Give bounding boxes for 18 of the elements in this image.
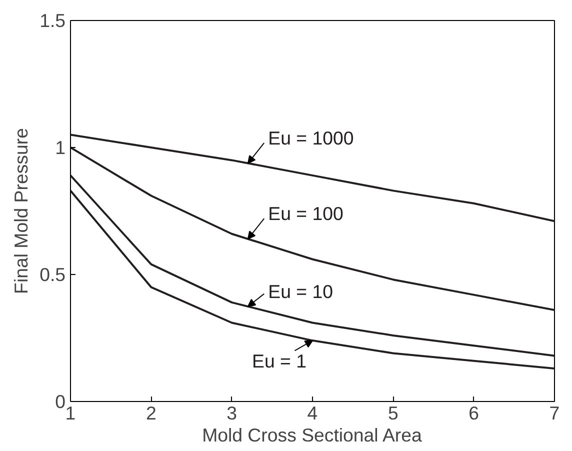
x-tick-label: 2 bbox=[146, 402, 156, 424]
annotation: Eu = 1 bbox=[252, 350, 306, 372]
line-series bbox=[70, 146, 554, 312]
annotation: Eu = 100 bbox=[268, 203, 344, 224]
x-tick-label: 6 bbox=[468, 402, 480, 424]
y-tick-label: 0 bbox=[55, 391, 66, 412]
annotation: Eu = 10 bbox=[268, 280, 333, 302]
y-axis-title: Final Mold Pressure bbox=[10, 128, 32, 294]
y-tick-label: 1.5 bbox=[40, 10, 66, 31]
x-tick-label: 7 bbox=[549, 402, 560, 424]
x-tick-label: 3 bbox=[226, 402, 238, 424]
x-tick-label: 4 bbox=[307, 402, 318, 424]
annotation: Eu = 1000 bbox=[268, 127, 354, 148]
y-tick-label: 1 bbox=[55, 137, 66, 158]
x-axis-title: Mold Cross Sectional Area bbox=[202, 424, 423, 446]
x-tick-label: 5 bbox=[388, 402, 398, 424]
line-series bbox=[70, 134, 554, 222]
y-tick-label: 0.5 bbox=[40, 264, 66, 285]
